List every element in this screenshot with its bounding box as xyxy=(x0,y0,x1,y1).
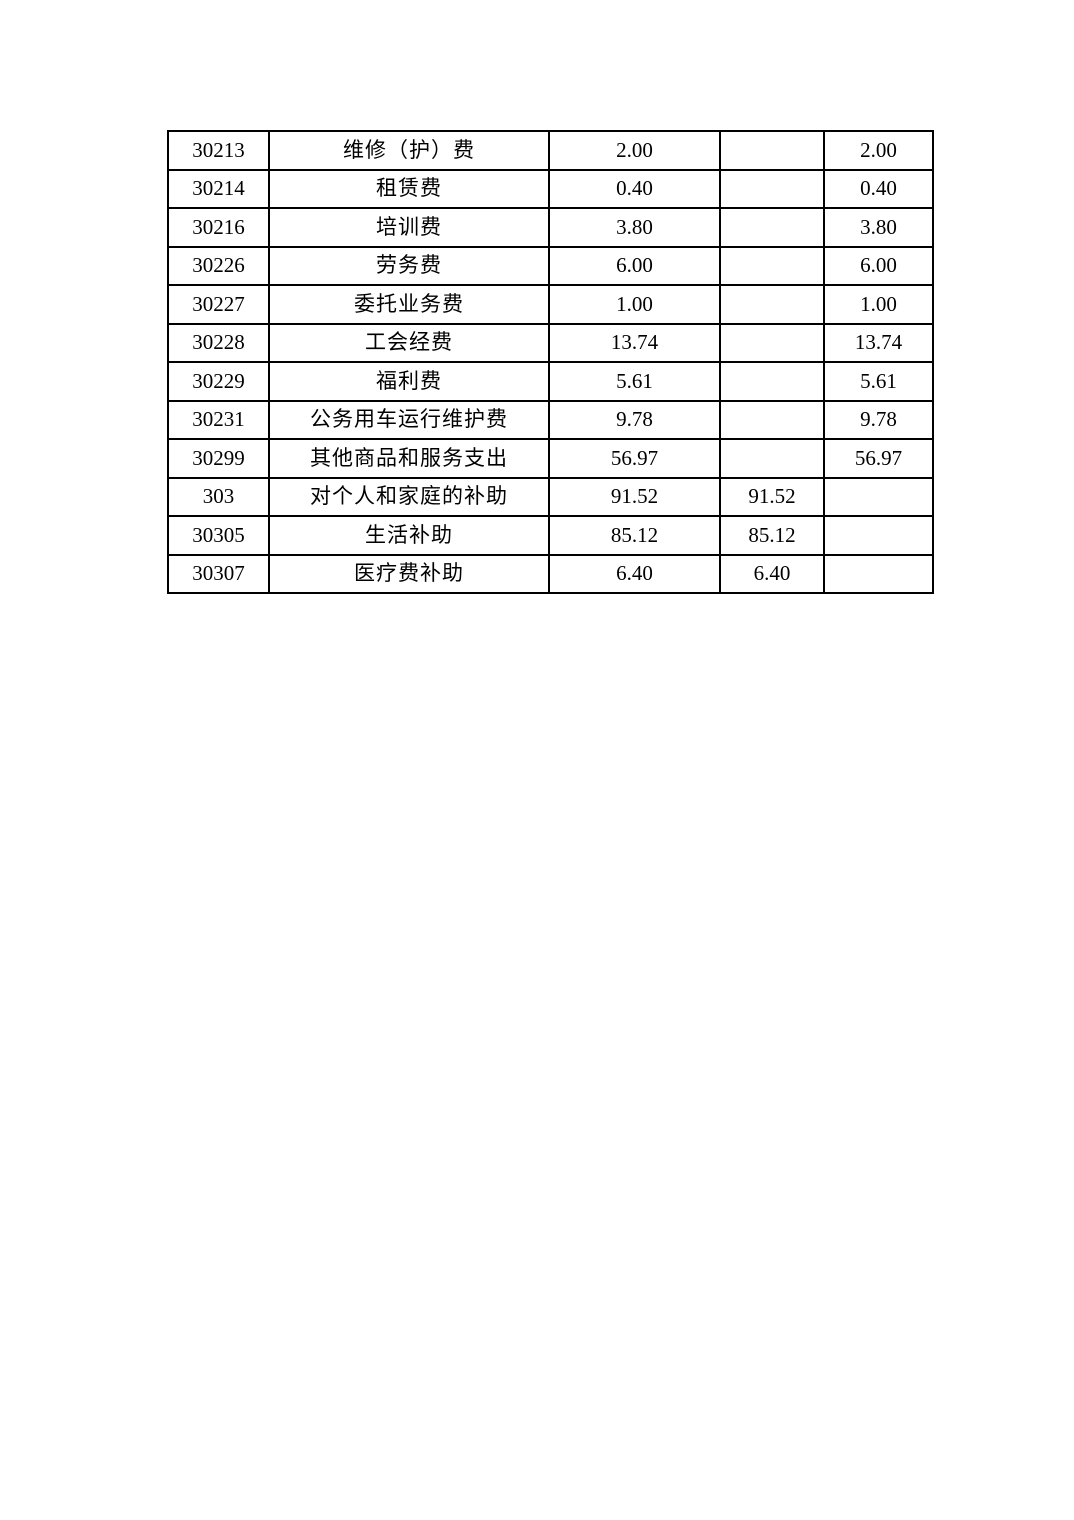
value3-cell: 6.00 xyxy=(823,245,934,286)
table-row: 30307 医疗费补助 6.40 6.40 xyxy=(167,553,934,594)
name-cell: 对个人和家庭的补助 xyxy=(268,476,550,517)
code-cell: 30305 xyxy=(167,515,270,556)
value1-cell: 6.40 xyxy=(548,553,721,594)
value2-cell xyxy=(719,130,825,171)
value1-cell: 56.97 xyxy=(548,438,721,479)
value3-cell xyxy=(823,515,934,556)
table-row: 30231 公务用车运行维护费 9.78 9.78 xyxy=(167,399,934,440)
value3-cell: 13.74 xyxy=(823,322,934,363)
value3-cell xyxy=(823,553,934,594)
code-cell: 30228 xyxy=(167,322,270,363)
table-row: 30227 委托业务费 1.00 1.00 xyxy=(167,284,934,325)
value2-cell: 6.40 xyxy=(719,553,825,594)
value1-cell: 2.00 xyxy=(548,130,721,171)
value3-cell: 56.97 xyxy=(823,438,934,479)
code-cell: 30227 xyxy=(167,284,270,325)
name-cell: 委托业务费 xyxy=(268,284,550,325)
name-cell: 公务用车运行维护费 xyxy=(268,399,550,440)
table-row: 30229 福利费 5.61 5.61 xyxy=(167,361,934,402)
code-cell: 30229 xyxy=(167,361,270,402)
value3-cell: 0.40 xyxy=(823,168,934,209)
value2-cell xyxy=(719,207,825,248)
expenditure-table-body: 30213 维修（护）费 2.00 2.00 30214 租赁费 0.40 0.40 30216… xyxy=(167,130,934,594)
value2-cell xyxy=(719,322,825,363)
value1-cell: 13.74 xyxy=(548,322,721,363)
code-cell: 30214 xyxy=(167,168,270,209)
value3-cell xyxy=(823,476,934,517)
value1-cell: 85.12 xyxy=(548,515,721,556)
table-row: 30299 其他商品和服务支出 56.97 56.97 xyxy=(167,438,934,479)
value1-cell: 91.52 xyxy=(548,476,721,517)
code-cell: 30307 xyxy=(167,553,270,594)
name-cell: 维修（护）费 xyxy=(268,130,550,171)
name-cell: 生活补助 xyxy=(268,515,550,556)
name-cell: 其他商品和服务支出 xyxy=(268,438,550,479)
table-row: 30216 培训费 3.80 3.80 xyxy=(167,207,934,248)
value2-cell: 91.52 xyxy=(719,476,825,517)
value2-cell: 85.12 xyxy=(719,515,825,556)
value1-cell: 6.00 xyxy=(548,245,721,286)
code-cell: 303 xyxy=(167,476,270,517)
name-cell: 租赁费 xyxy=(268,168,550,209)
name-cell: 培训费 xyxy=(268,207,550,248)
table-row: 30228 工会经费 13.74 13.74 xyxy=(167,322,934,363)
value3-cell: 5.61 xyxy=(823,361,934,402)
table-row: 303 对个人和家庭的补助 91.52 91.52 xyxy=(167,476,934,517)
value2-cell xyxy=(719,245,825,286)
code-cell: 30226 xyxy=(167,245,270,286)
name-cell: 福利费 xyxy=(268,361,550,402)
value2-cell xyxy=(719,284,825,325)
name-cell: 医疗费补助 xyxy=(268,553,550,594)
table-row: 30214 租赁费 0.40 0.40 xyxy=(167,168,934,209)
value2-cell xyxy=(719,399,825,440)
expenditure-table: 30213 维修（护）费 2.00 2.00 30214 租赁费 0.40 0.40 30216… xyxy=(167,130,934,594)
value1-cell: 5.61 xyxy=(548,361,721,402)
code-cell: 30299 xyxy=(167,438,270,479)
name-cell: 工会经费 xyxy=(268,322,550,363)
value3-cell: 9.78 xyxy=(823,399,934,440)
value2-cell xyxy=(719,438,825,479)
value2-cell xyxy=(719,361,825,402)
value1-cell: 9.78 xyxy=(548,399,721,440)
value1-cell: 0.40 xyxy=(548,168,721,209)
value2-cell xyxy=(719,168,825,209)
value3-cell: 2.00 xyxy=(823,130,934,171)
table-row: 30213 维修（护）费 2.00 2.00 xyxy=(167,130,934,171)
name-cell: 劳务费 xyxy=(268,245,550,286)
value1-cell: 1.00 xyxy=(548,284,721,325)
code-cell: 30216 xyxy=(167,207,270,248)
table-row: 30226 劳务费 6.00 6.00 xyxy=(167,245,934,286)
value3-cell: 1.00 xyxy=(823,284,934,325)
value1-cell: 3.80 xyxy=(548,207,721,248)
code-cell: 30231 xyxy=(167,399,270,440)
value3-cell: 3.80 xyxy=(823,207,934,248)
code-cell: 30213 xyxy=(167,130,270,171)
table-row: 30305 生活补助 85.12 85.12 xyxy=(167,515,934,556)
